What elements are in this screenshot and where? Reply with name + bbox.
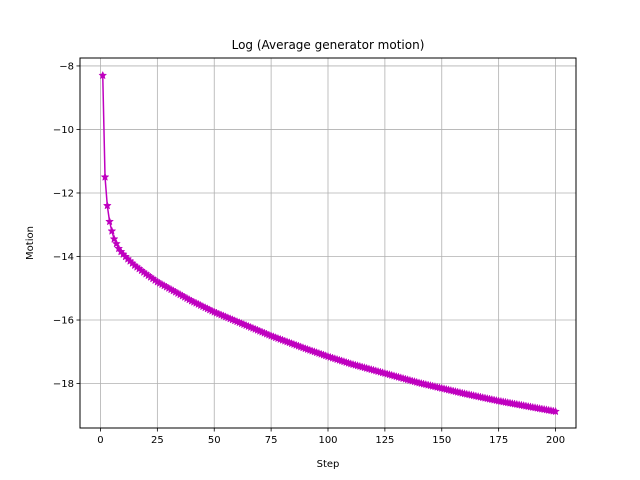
y-tick-label: −10 xyxy=(53,125,74,136)
data-point-marker xyxy=(98,70,108,80)
y-tick-label: −16 xyxy=(53,316,74,327)
x-tick-label: 0 xyxy=(97,435,103,446)
x-tick-label: 125 xyxy=(375,435,394,446)
x-axis-label: Step xyxy=(317,459,340,470)
axis-ticks: 0 25 50 75 100 125 150 175 200 −18 −16 −14 −12 −10 −8 xyxy=(53,61,565,446)
data-point-marker xyxy=(551,406,560,416)
data-point-marker xyxy=(100,172,110,181)
y-tick-label: −12 xyxy=(53,188,74,199)
data-point-marker xyxy=(107,226,117,235)
y-tick-label: −8 xyxy=(59,61,74,72)
x-tick-label: 150 xyxy=(432,435,451,446)
x-tick-label: 100 xyxy=(318,435,337,446)
x-tick-label: 175 xyxy=(489,435,508,446)
series-group xyxy=(98,70,560,416)
x-tick-label: 25 xyxy=(151,435,164,446)
y-axis-label: Motion xyxy=(25,226,36,260)
x-tick-label: 200 xyxy=(546,435,565,446)
y-tick-label: −18 xyxy=(53,379,74,390)
x-tick-label: 75 xyxy=(265,435,278,446)
data-point-marker xyxy=(102,201,112,210)
y-tick-label: −14 xyxy=(53,252,74,263)
grid-lines xyxy=(80,58,576,428)
x-tick-label: 50 xyxy=(208,435,221,446)
chart-title: Log (Average generator motion) xyxy=(232,38,425,52)
data-point-marker xyxy=(105,216,114,226)
